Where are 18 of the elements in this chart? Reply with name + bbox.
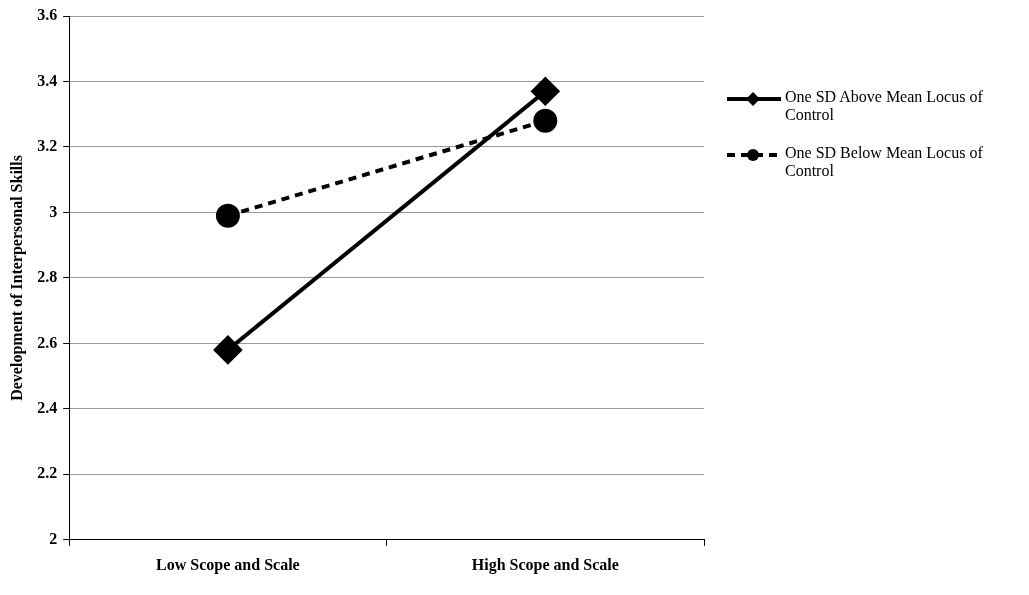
point (533, 108, 558, 133)
y-tick-label: 3.2 (37, 137, 58, 155)
legend-label: One SD Above Mean Locus of Control (785, 88, 984, 124)
y-tick-label: 2 (49, 529, 58, 547)
y-tick-label: 3.4 (37, 71, 58, 89)
point (531, 77, 560, 106)
x-tick-label: High Scope and Scale (471, 555, 619, 574)
legend-label: One SD Below Mean Locus of Control (785, 144, 984, 180)
y-tick-label: 2.6 (37, 333, 58, 351)
y-axis-title: Development of Interpersonal Skills (7, 155, 26, 401)
point (215, 203, 240, 228)
x-tick-label: Low Scope and Scale (156, 555, 300, 574)
y-tick-label: 2.2 (37, 464, 58, 482)
y-tick-label: 2.4 (37, 398, 58, 416)
y-tick-label: 3 (49, 202, 58, 220)
y-tick-label: 3.6 (37, 6, 58, 24)
y-tick-label: 2.8 (37, 268, 58, 286)
point (213, 335, 242, 364)
